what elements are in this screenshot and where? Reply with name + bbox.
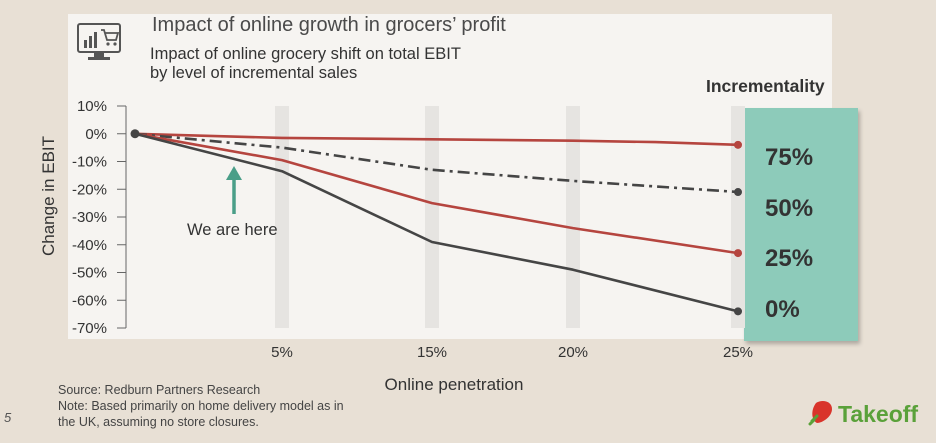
legend-label-50: 50% [765,195,814,222]
note-line-1: Note: Based primarily on home delivery m… [58,399,344,413]
y-tick-label: 10% [77,98,107,115]
page-number: 5 [4,410,12,425]
series-line-75 [134,132,739,147]
y-axis-title: Change in EBIT [39,136,58,256]
series-line-0 [134,132,739,313]
x-tick-label: 15% [417,344,447,361]
chart-panel [68,14,832,339]
series-end-point [734,140,742,149]
x-tick-label: 20% [558,344,588,361]
y-tick-label: 0% [85,126,107,143]
origin-point [130,129,140,139]
subtitle-line-2: by level of incremental sales [150,64,358,82]
grid-band-2 [566,106,580,328]
y-tick-label: -20% [72,181,107,198]
legend-label-0: 0% [765,296,800,323]
x-axis-title: Online penetration [385,375,524,394]
takeoff-logo-icon [808,399,838,432]
y-tick-label: -70% [72,320,107,337]
y-tick-label: -30% [72,209,107,226]
subtitle-line-1: Impact of online grocery shift on total … [150,45,461,63]
incrementality-title: Incrementality [706,76,825,96]
series-end-point [734,188,742,197]
y-tick-label: -40% [72,237,107,254]
y-tick-label: -10% [72,154,107,171]
source-text: Source: Redburn Partners Research [58,383,261,397]
grid-band-0 [275,106,289,328]
annotation-we-are-here: We are here [187,221,278,239]
source-note: Source: Redburn Partners Research Note: … [58,382,344,430]
brand-name: Takeoff [838,401,919,427]
note-line-2: the UK, assuming no store closures. [58,415,259,429]
series-end-point [734,307,742,316]
incrementality-legend-box [744,108,858,341]
legend-label-75: 75% [765,144,814,171]
monitor-cart-icon [76,22,122,67]
y-tick-label: -50% [72,265,107,282]
chart-subtitle: Impact of online grocery shift on total … [150,45,570,83]
page-title: Impact of online growth in grocers’ prof… [152,14,506,36]
x-tick-label: 5% [271,344,293,361]
legend-label-25: 25% [765,245,814,272]
series-line-25 [134,132,739,255]
annotation-arrow-head [226,166,242,180]
grid-band-1 [425,106,439,328]
y-tick-label: -60% [72,292,107,309]
series-end-point [734,249,742,258]
x-tick-label: 25% [723,344,753,361]
grid-band-3 [731,106,745,328]
